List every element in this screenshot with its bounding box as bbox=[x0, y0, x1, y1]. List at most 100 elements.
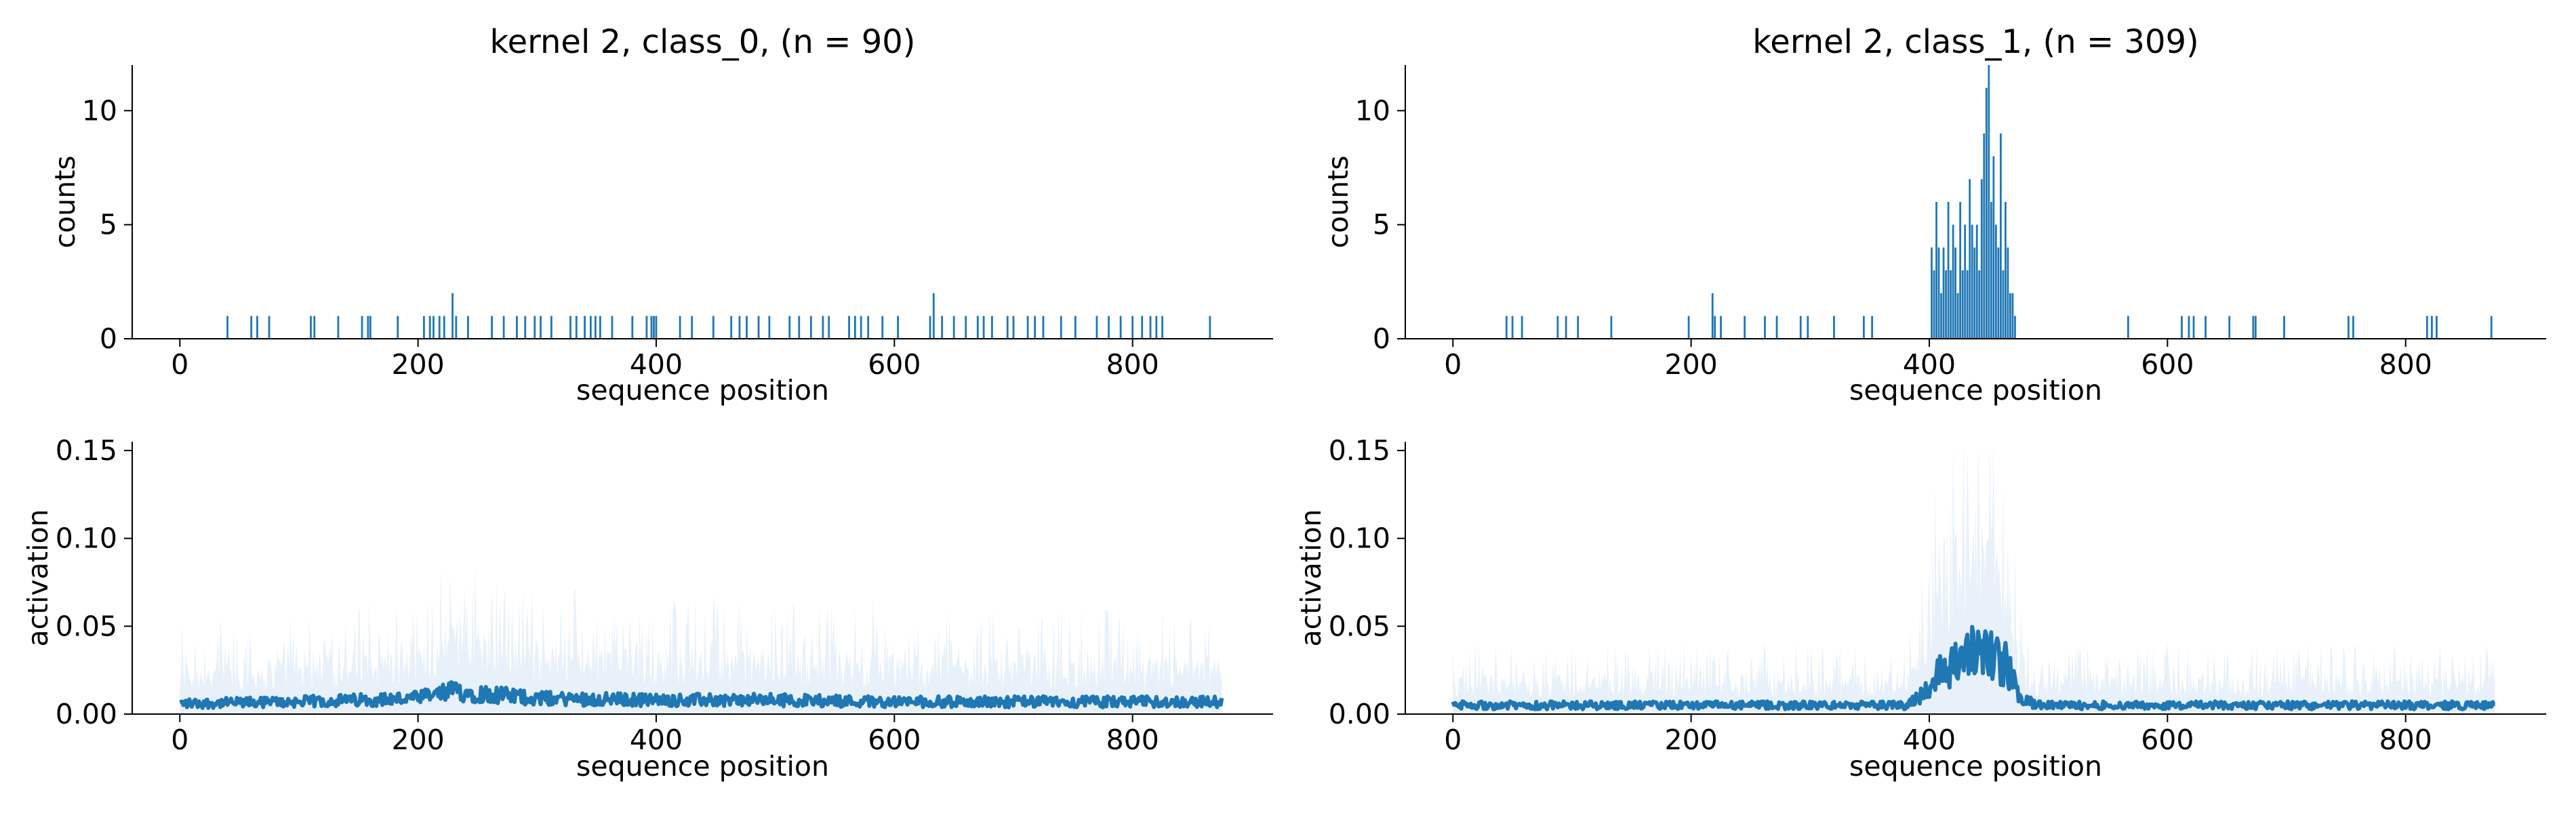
count-bar bbox=[1119, 316, 1122, 339]
count-bar bbox=[250, 316, 253, 339]
count-bar bbox=[491, 316, 493, 339]
count-bar bbox=[1954, 247, 1957, 339]
y-tick-label: 0.00 bbox=[1329, 698, 1390, 730]
count-bar bbox=[2254, 316, 2257, 339]
count-bar bbox=[1950, 270, 1952, 339]
count-bar bbox=[1006, 316, 1009, 339]
count-bar bbox=[369, 316, 371, 339]
panel-top-left: 0 200 400 600 800 0 5 10 sequence position counts… bbox=[49, 23, 1273, 406]
count-bar bbox=[2192, 316, 2195, 339]
count-bar bbox=[2430, 316, 2433, 339]
count-bar bbox=[848, 316, 850, 339]
count-bar bbox=[1933, 270, 1935, 339]
count-bar bbox=[1971, 224, 1973, 339]
count-bar bbox=[1687, 316, 1690, 339]
panel-top-right: 0 200 400 600 800 0 5 10 sequence position counts… bbox=[1322, 23, 2546, 406]
x-tick-label: 400 bbox=[1903, 724, 1956, 756]
count-bar bbox=[691, 316, 693, 339]
count-bar bbox=[1042, 316, 1045, 339]
count-bar bbox=[650, 316, 653, 339]
count-bar bbox=[788, 316, 791, 339]
count-bar bbox=[1775, 316, 1778, 339]
y-tick-label: 0 bbox=[100, 322, 117, 355]
count-bar bbox=[1141, 316, 1144, 339]
count-bar bbox=[1966, 270, 1969, 339]
count-bar bbox=[2181, 316, 2183, 339]
count-bar bbox=[1577, 316, 1579, 339]
count-bar bbox=[1964, 224, 1967, 339]
count-bar bbox=[1505, 316, 1508, 339]
count-bar bbox=[809, 316, 812, 339]
count-bar bbox=[1034, 316, 1037, 339]
count-bar bbox=[757, 316, 760, 339]
count-bar bbox=[1937, 247, 1940, 339]
count-bar bbox=[2252, 316, 2255, 339]
count-bar bbox=[1980, 179, 1983, 339]
count-bar bbox=[534, 316, 536, 339]
count-bar bbox=[1074, 316, 1076, 339]
count-bar bbox=[313, 316, 316, 339]
count-bar bbox=[2228, 316, 2231, 339]
count-bar bbox=[631, 316, 634, 339]
count-bar bbox=[730, 316, 733, 339]
y-tick-label: 10 bbox=[82, 94, 117, 127]
x-tick-label: 200 bbox=[1664, 724, 1717, 756]
count-bar bbox=[432, 316, 435, 339]
count-bar bbox=[1149, 316, 1152, 339]
count-bar bbox=[524, 316, 527, 339]
panel-bottom-right: 0 200 400 600 800 0.00 0.05 0.10 0.15 sequence po… bbox=[1295, 434, 2546, 783]
count-bar bbox=[1973, 247, 1976, 339]
count-bar bbox=[976, 316, 979, 339]
count-bar bbox=[1155, 316, 1158, 339]
x-tick-label: 0 bbox=[1444, 724, 1462, 756]
count-bar bbox=[768, 316, 771, 339]
x-tick-label: 0 bbox=[1444, 348, 1462, 381]
count-bar bbox=[1961, 270, 1964, 339]
count-bar bbox=[941, 316, 944, 339]
x-tick-label: 800 bbox=[2379, 724, 2432, 756]
count-bar bbox=[1161, 316, 1164, 339]
count-bar bbox=[2002, 270, 2005, 339]
count-bar bbox=[1131, 316, 1134, 339]
x-tick-label: 800 bbox=[1106, 724, 1159, 756]
count-bar bbox=[1969, 179, 1971, 339]
count-bar bbox=[611, 316, 613, 339]
count-bar bbox=[860, 316, 862, 339]
panel-bottom-left: 0 200 400 600 800 0.00 0.05 0.10 0.15 sequence po… bbox=[22, 434, 1273, 783]
count-bar bbox=[746, 316, 748, 339]
count-bar bbox=[1565, 316, 1567, 339]
count-bar bbox=[1975, 224, 1978, 339]
x-tick-label: 600 bbox=[868, 724, 921, 756]
count-bar bbox=[2283, 316, 2285, 339]
y-tick-label: 5 bbox=[1373, 209, 1390, 241]
x-tick-label: 600 bbox=[2141, 348, 2194, 381]
y-tick-label: 10 bbox=[1355, 94, 1390, 127]
count-bar bbox=[226, 316, 228, 339]
y-axis-label: activation bbox=[22, 509, 54, 646]
count-bar bbox=[1026, 316, 1029, 339]
x-axis-label: sequence position bbox=[1849, 750, 2102, 783]
count-bar bbox=[2005, 202, 2007, 339]
count-bar bbox=[897, 316, 900, 339]
count-bar bbox=[1862, 316, 1865, 339]
count-bar bbox=[443, 316, 445, 339]
x-tick-label: 600 bbox=[2141, 724, 2194, 756]
count-bar bbox=[2490, 316, 2493, 339]
count-bar bbox=[1931, 247, 1933, 339]
count-bar bbox=[679, 316, 681, 339]
count-bar bbox=[310, 316, 312, 339]
count-bar bbox=[1945, 270, 1947, 339]
count-bar bbox=[1940, 293, 1942, 339]
y-axis-label: counts bbox=[1322, 155, 1354, 248]
count-bar bbox=[599, 316, 601, 339]
count-bar bbox=[2188, 316, 2190, 339]
count-bar bbox=[982, 316, 985, 339]
y-tick-label: 0.15 bbox=[1329, 434, 1390, 467]
y-tick-label: 0 bbox=[1373, 322, 1390, 355]
count-bar bbox=[965, 316, 967, 339]
y-tick-label: 5 bbox=[100, 209, 117, 241]
x-tick-label: 600 bbox=[868, 348, 921, 381]
count-bar bbox=[516, 316, 518, 339]
count-bar bbox=[1871, 316, 1874, 339]
